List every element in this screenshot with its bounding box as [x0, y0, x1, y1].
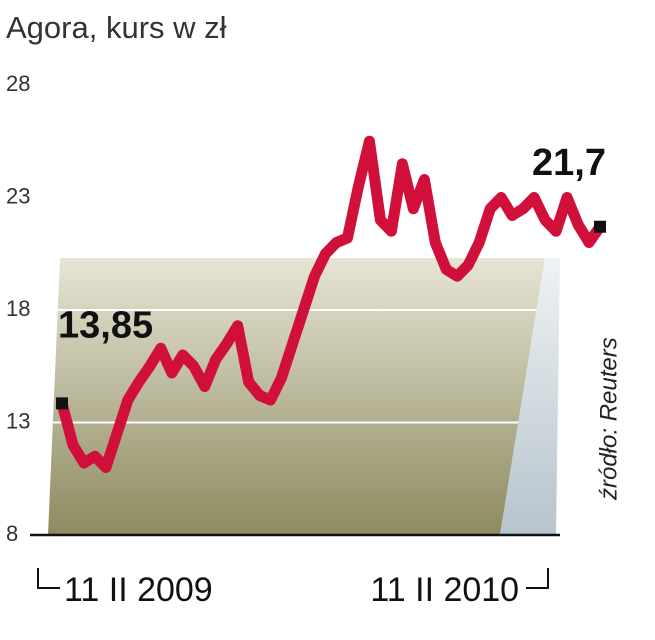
price-line [56, 135, 606, 473]
y-tick-label: 13 [6, 408, 30, 433]
data-label: 21,7 [532, 142, 606, 184]
end-marker [594, 220, 606, 233]
x-tick-label: 11 II 2010 [370, 571, 519, 609]
bracket [37, 568, 60, 589]
chart-title: Agora, kurs w zł [6, 10, 227, 45]
x-tick-label: 11 II 2009 [64, 571, 213, 609]
source: źródło: Reuters [595, 337, 622, 501]
y-tick-label: 8 [6, 521, 18, 546]
y-tick-label: 28 [6, 71, 30, 96]
y-tick-label: 18 [6, 296, 30, 321]
bracket [526, 568, 549, 589]
backdrop [48, 258, 545, 535]
y-tick-label: 23 [6, 183, 30, 208]
end-marker [56, 397, 68, 410]
data-label: 13,85 [58, 304, 153, 346]
backdrop-side [500, 258, 560, 535]
